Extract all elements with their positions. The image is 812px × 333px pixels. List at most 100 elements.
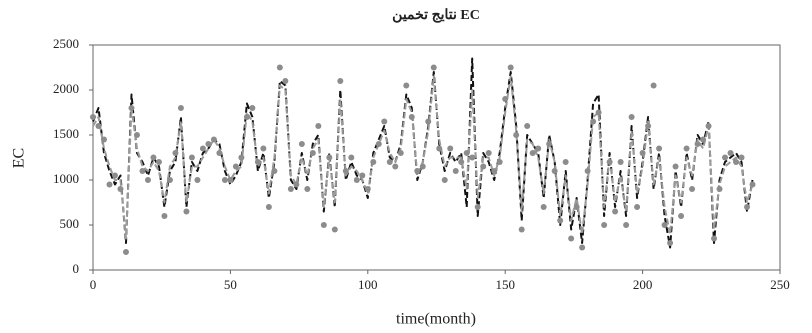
data-point	[331, 226, 338, 233]
data-point	[188, 154, 195, 161]
data-point	[326, 154, 333, 161]
data-point	[386, 159, 393, 165]
data-point	[276, 64, 283, 71]
data-point	[738, 154, 745, 161]
data-point	[733, 159, 740, 165]
data-point	[260, 145, 267, 152]
data-point	[414, 168, 421, 174]
data-point	[601, 222, 608, 228]
x-tick-label: 0	[90, 277, 97, 292]
data-point	[595, 109, 602, 116]
data-point	[177, 105, 184, 111]
data-point	[320, 222, 327, 228]
series-line	[92, 75, 754, 240]
data-point	[672, 163, 679, 170]
data-point	[689, 186, 696, 192]
data-point	[210, 136, 217, 143]
data-point	[529, 150, 536, 156]
data-point	[650, 82, 657, 89]
data-point	[606, 159, 613, 165]
data-point	[90, 114, 96, 120]
data-point	[546, 141, 553, 147]
data-point	[106, 181, 113, 188]
data-point	[232, 163, 239, 170]
data-point	[370, 159, 377, 165]
data-point	[568, 235, 575, 242]
data-point	[403, 82, 410, 89]
data-point	[700, 136, 707, 143]
x-tick-label: 250	[770, 277, 790, 292]
data-point	[144, 177, 151, 183]
data-point	[645, 123, 652, 129]
data-point	[716, 186, 723, 192]
data-point	[419, 163, 426, 170]
data-point	[271, 168, 278, 174]
data-point	[100, 136, 107, 143]
y-tick-label: 1500	[53, 126, 79, 141]
data-point	[678, 213, 685, 219]
data-point	[199, 145, 206, 152]
data-point	[441, 177, 448, 183]
data-point	[535, 145, 542, 152]
data-point	[634, 204, 641, 210]
data-point	[623, 222, 630, 228]
data-point	[540, 204, 547, 210]
data-point	[111, 172, 118, 179]
data-point	[133, 132, 140, 138]
data-point	[485, 150, 492, 156]
data-point	[727, 150, 734, 156]
data-point	[122, 249, 129, 255]
data-point	[683, 145, 690, 152]
data-point	[183, 208, 190, 215]
data-point	[172, 150, 179, 156]
data-point	[430, 64, 437, 71]
data-point	[639, 150, 646, 156]
data-point	[287, 186, 294, 192]
data-point	[249, 105, 256, 111]
data-point	[227, 177, 234, 183]
data-point	[364, 186, 371, 192]
x-tick-label: 50	[224, 277, 237, 292]
data-point	[579, 244, 586, 251]
y-tick-label: 2500	[53, 36, 79, 51]
data-point	[216, 150, 223, 156]
data-point	[661, 222, 668, 228]
data-point	[480, 163, 487, 170]
data-point	[749, 181, 756, 188]
x-axis-title: time(month)	[396, 311, 476, 328]
data-point	[469, 154, 476, 161]
data-point	[617, 159, 624, 165]
data-point	[425, 118, 432, 125]
data-point	[463, 150, 470, 156]
data-point	[705, 123, 712, 129]
x-tick-label: 100	[358, 277, 378, 292]
data-point	[694, 141, 701, 147]
data-point	[590, 118, 597, 125]
data-point	[524, 123, 531, 129]
data-point	[518, 226, 525, 233]
data-point	[342, 168, 349, 174]
y-tick-label: 2000	[53, 81, 79, 96]
data-point	[628, 114, 635, 120]
data-point	[353, 177, 360, 183]
data-point	[348, 154, 355, 161]
data-point	[282, 78, 289, 84]
data-point	[304, 186, 311, 192]
data-point	[139, 168, 146, 174]
data-point	[584, 168, 591, 174]
data-point	[491, 168, 498, 174]
data-point	[474, 204, 481, 210]
data-point	[447, 145, 454, 152]
data-point	[612, 208, 619, 215]
data-point	[502, 96, 509, 102]
data-point	[221, 177, 228, 183]
data-point	[194, 177, 201, 183]
data-point	[562, 159, 569, 165]
data-point	[95, 123, 102, 129]
y-tick-label: 500	[60, 216, 80, 231]
data-point	[557, 217, 564, 224]
data-point	[496, 159, 503, 165]
data-point	[551, 168, 558, 174]
data-point	[359, 172, 366, 179]
